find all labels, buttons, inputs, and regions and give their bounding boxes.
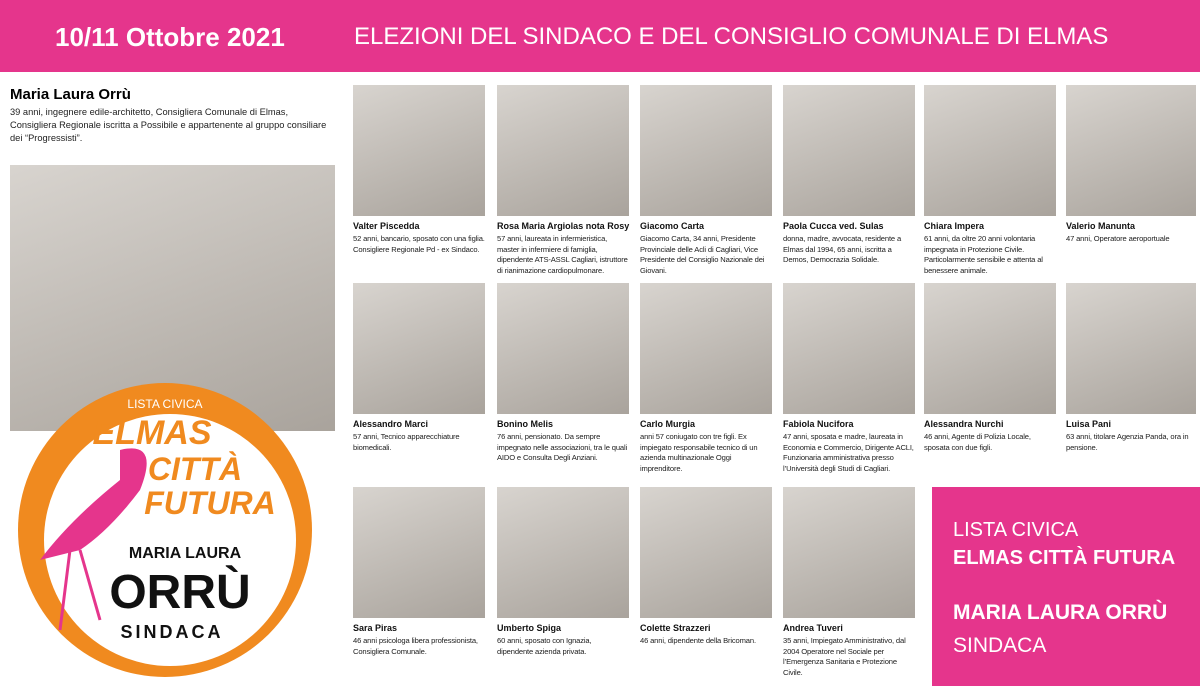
member-bio: 35 anni, Impiegato Amministrativo, dal 2… xyxy=(783,636,906,677)
member-photo xyxy=(783,283,915,414)
logo-first-name: MARIA LAURA xyxy=(129,545,242,562)
member-name: Valter Piscedda xyxy=(353,221,420,231)
member-bio: anni 57 coniugato con tre figli. Ex impi… xyxy=(640,432,758,473)
logo-role: SINDACA xyxy=(120,622,223,642)
member-photo xyxy=(497,283,629,414)
logo-line1: ELMAS xyxy=(93,414,212,452)
logo-list: LISTA CIVICA xyxy=(127,397,202,411)
member-bio: 57 anni, Tecnico apparecchiature biomedi… xyxy=(353,432,460,452)
member-name: Rosa Maria Argiolas nota Rosy xyxy=(497,221,630,231)
logo-line3: FUTURA xyxy=(144,485,276,521)
member-photo xyxy=(924,283,1056,414)
panel-name: ELMAS CITTÀ FUTURA xyxy=(953,547,1176,569)
logo-inner xyxy=(44,414,296,666)
panel-role: SINDACA xyxy=(953,634,1047,657)
panel-list: LISTA CIVICA xyxy=(953,519,1079,541)
logo-surname: ORRÙ xyxy=(109,564,250,619)
flamingo xyxy=(40,448,147,560)
header-date: 10/11 Ottobre 2021 xyxy=(55,22,285,52)
member-bio: 76 anni, pensionato. Da sempre impegnato… xyxy=(497,432,628,463)
logo-line2: CITTÀ xyxy=(148,451,242,487)
member-photo xyxy=(353,85,485,216)
member-name: Alessandra Nurchi xyxy=(924,419,1004,429)
member-photo xyxy=(783,85,915,216)
member-bio: 46 anni psicologa libera professionista,… xyxy=(353,636,478,656)
header-title: ELEZIONI DEL SINDACO E DEL CONSIGLIO COM… xyxy=(354,23,1109,50)
member-name: Umberto Spiga xyxy=(497,623,562,633)
member-bio: 46 anni, dipendente della Bricoman. xyxy=(640,636,756,645)
member-name: Bonino Melis xyxy=(497,419,553,429)
member-photo xyxy=(783,487,915,618)
member-photo xyxy=(497,487,629,618)
member-bio: 47 anni, Operatore aeroportuale xyxy=(1066,234,1170,243)
member-bio: donna, madre, avvocata, residente a Elma… xyxy=(783,234,902,265)
member-name: Chiara Impera xyxy=(924,221,985,231)
member-name: Andrea Tuveri xyxy=(783,623,843,633)
member-bio: 52 anni, bancario, sposato con una figli… xyxy=(353,234,485,254)
member-name: Valerio Manunta xyxy=(1066,221,1136,231)
member-name: Alessandro Marci xyxy=(353,419,429,429)
member-bio: 60 anni, sposato con Ignazia, dipendente… xyxy=(497,636,592,656)
list-panel: LISTA CIVICA ELMAS CITTÀ FUTURA MARIA LA… xyxy=(932,487,1200,686)
member-bio: Giacomo Carta, 34 anni, Presidente Provi… xyxy=(640,234,765,275)
member-photo xyxy=(640,85,772,216)
member-name: Giacomo Carta xyxy=(640,221,705,231)
member-photo xyxy=(353,487,485,618)
member-photo xyxy=(497,85,629,216)
member-bio: 63 anni, titolare Agenzia Panda, ora in … xyxy=(1066,432,1189,452)
flamingo-legs xyxy=(58,549,102,631)
member-photo xyxy=(924,85,1056,216)
logo: LISTA CIVICA ELMAS CITTÀ FUTURA MARIA LA… xyxy=(18,383,312,677)
candidate-name: Maria Laura Orrù xyxy=(10,86,131,103)
header-bar: 10/11 Ottobre 2021 ELEZIONI DEL SINDACO … xyxy=(0,0,1200,72)
member-photo xyxy=(353,283,485,414)
member-name: Carlo Murgia xyxy=(640,419,696,429)
candidate-bio: 39 anni, ingegnere edile-architetto, Con… xyxy=(10,107,327,143)
member-photo xyxy=(1066,85,1196,216)
member-photo xyxy=(640,487,772,618)
member-name: Colette Strazzeri xyxy=(640,623,711,633)
member-name: Luisa Pani xyxy=(1066,419,1112,429)
member-bio: 57 anni, laureata in infermieristica, ma… xyxy=(497,234,628,275)
member-bio: 47 anni, sposata e madre, laureata in Ec… xyxy=(783,432,914,473)
panel-candidate: MARIA LAURA ORRÙ xyxy=(953,601,1168,624)
member-name: Paola Cucca ved. Sulas xyxy=(783,221,884,231)
member-bio: 46 anni, Agente di Polizia Locale, sposa… xyxy=(924,432,1031,452)
member-photo xyxy=(640,283,772,414)
member-name: Sara Piras xyxy=(353,623,398,633)
member-bio: 61 anni, da oltre 20 anni volontaria imp… xyxy=(924,234,1043,275)
member-name: Fabiola Nucifora xyxy=(783,419,854,429)
member-photo xyxy=(1066,283,1196,414)
